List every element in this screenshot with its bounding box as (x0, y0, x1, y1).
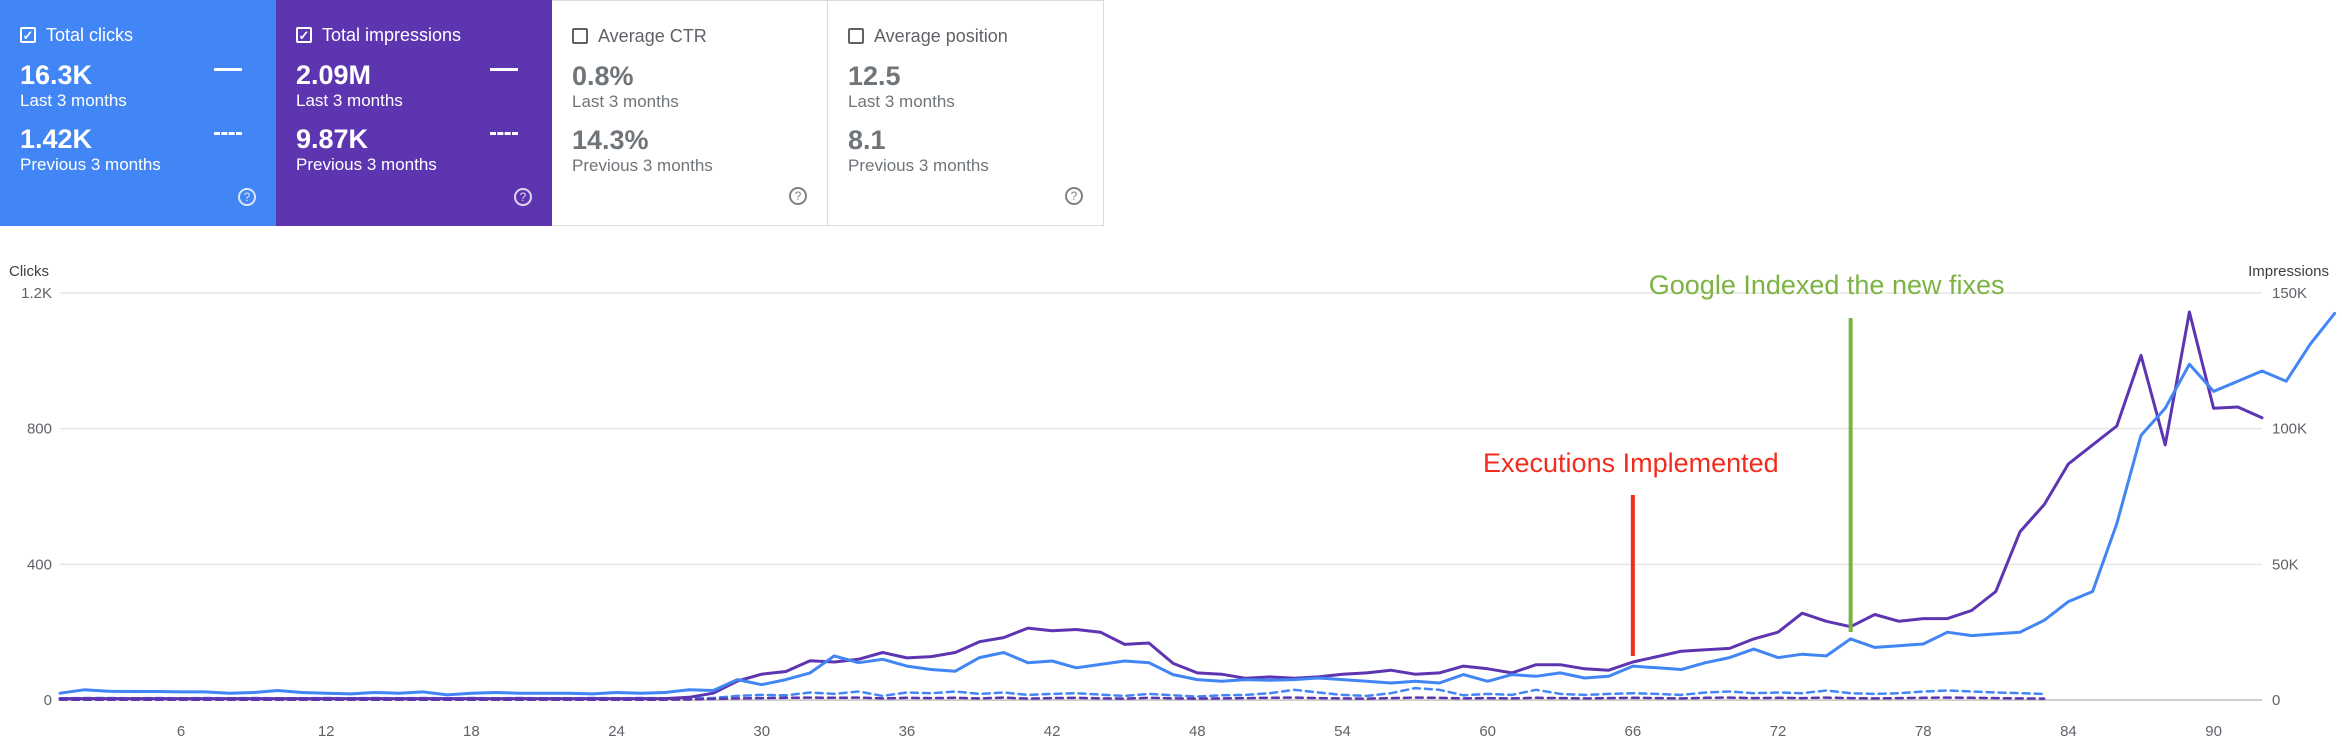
help-icon[interactable]: ? (238, 188, 256, 206)
y-right-axis-title: Impressions (2248, 263, 2329, 280)
previous-period-label: Previous 3 months (572, 156, 713, 175)
previous-value: 14.3% (572, 125, 649, 155)
annotation-label: Google Indexed the new fixes (1649, 270, 2005, 300)
x-tick-label: 84 (2060, 723, 2077, 740)
checkbox-unchecked-icon[interactable] (848, 28, 864, 44)
y-right-tick-label: 100K (2272, 421, 2307, 438)
card-average-position[interactable]: Average position 12.5 Last 3 months 8.1 … (828, 0, 1104, 226)
x-tick-label: 6 (177, 723, 185, 740)
metric-cards: ✓ Total clicks 16.3K Last 3 months 1.42K… (0, 0, 1104, 226)
x-tick-label: 36 (899, 723, 916, 740)
current-period-label: Last 3 months (296, 91, 403, 110)
card-total-impressions[interactable]: ✓ Total impressions 2.09M Last 3 months … (276, 0, 552, 226)
x-tick-label: 72 (1770, 723, 1787, 740)
x-tick-label: 24 (608, 723, 625, 740)
current-period-label: Last 3 months (848, 92, 955, 111)
card-average-ctr[interactable]: Average CTR 0.8% Last 3 months 14.3% Pre… (552, 0, 828, 226)
x-tick-label: 12 (318, 723, 335, 740)
solid-line-legend-icon (214, 68, 242, 71)
y-left-tick-label: 800 (27, 421, 52, 438)
checkbox-checked-icon[interactable]: ✓ (296, 27, 312, 43)
y-left-axis-title: Clicks (9, 263, 49, 280)
x-tick-label: 60 (1479, 723, 1496, 740)
help-icon[interactable]: ? (514, 188, 532, 206)
x-tick-label: 78 (1915, 723, 1932, 740)
y-left-tick-label: 0 (44, 692, 52, 709)
y-right-tick-label: 0 (2272, 692, 2280, 709)
x-tick-label: 42 (1044, 723, 1061, 740)
series-line-clicks (58, 311, 2337, 697)
card-label: Total impressions (322, 24, 462, 45)
series-line-impressions (58, 310, 2264, 701)
annotation-label: Executions Implemented (1483, 448, 1779, 478)
solid-line-legend-icon (490, 68, 518, 71)
previous-value: 8.1 (848, 125, 886, 155)
y-right-tick-label: 50K (2272, 556, 2299, 573)
previous-value: 9.87K (296, 124, 369, 154)
y-left-tick-label: 1.2K (21, 285, 52, 302)
previous-period-label: Previous 3 months (20, 155, 161, 174)
x-tick-label: 54 (1334, 723, 1351, 740)
y-right-tick-label: 150K (2272, 285, 2307, 302)
x-tick-label: 90 (2205, 723, 2222, 740)
card-label: Average CTR (598, 25, 707, 46)
current-value: 2.09M (296, 60, 372, 90)
previous-value: 1.42K (20, 124, 93, 154)
previous-period-label: Previous 3 months (848, 156, 989, 175)
current-period-label: Last 3 months (572, 92, 679, 111)
x-tick-label: 30 (753, 723, 770, 740)
previous-period-label: Previous 3 months (296, 155, 437, 174)
current-period-label: Last 3 months (20, 91, 127, 110)
x-tick-label: 18 (463, 723, 480, 740)
performance-chart: 0 0 400 50K 800 100K 1.2K 150K Clicks Impressions… (9, 263, 2337, 740)
current-value: 0.8% (572, 61, 634, 91)
card-label: Average position (874, 25, 1008, 46)
help-icon[interactable]: ? (1065, 187, 1083, 205)
x-tick-label: 66 (1625, 723, 1642, 740)
dashed-line-legend-icon (214, 132, 242, 135)
card-total-clicks[interactable]: ✓ Total clicks 16.3K Last 3 months 1.42K… (0, 0, 276, 226)
current-value: 12.5 (848, 61, 901, 91)
checkbox-checked-icon[interactable]: ✓ (20, 27, 36, 43)
card-label: Total clicks (46, 24, 134, 45)
current-value: 16.3K (20, 60, 93, 90)
help-icon[interactable]: ? (789, 187, 807, 205)
x-tick-label: 48 (1189, 723, 1206, 740)
y-left-tick-label: 400 (27, 556, 52, 573)
checkbox-unchecked-icon[interactable] (572, 28, 588, 44)
dashed-line-legend-icon (490, 132, 518, 135)
